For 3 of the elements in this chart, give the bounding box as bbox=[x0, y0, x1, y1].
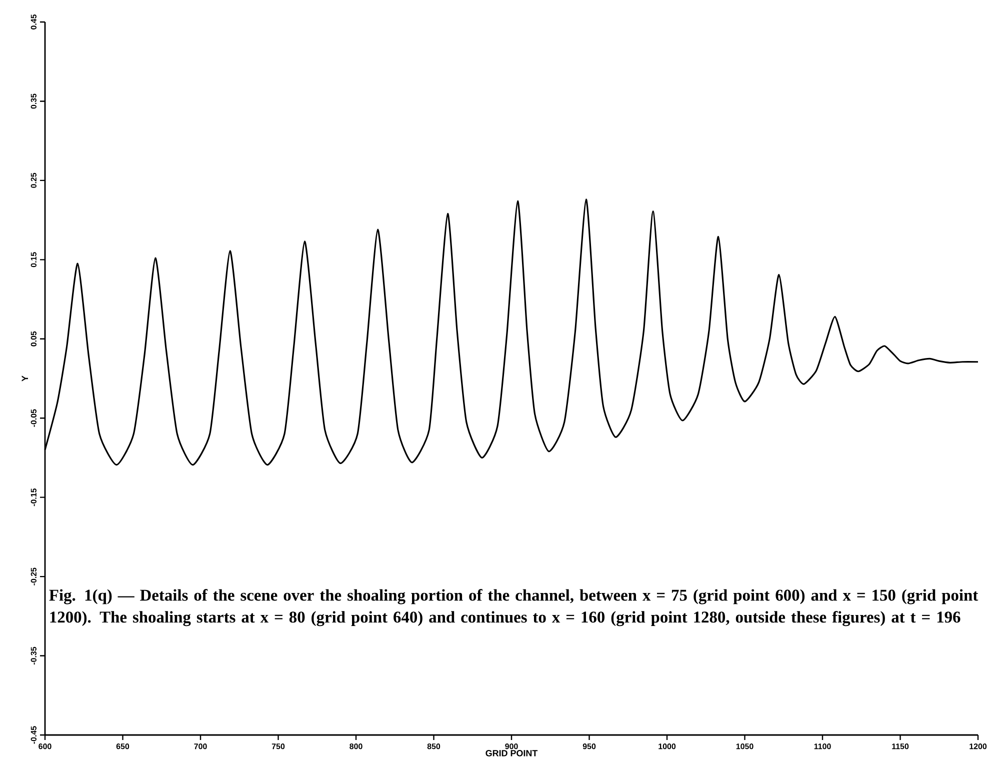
annotation: Fig. 1(q) — Details of the scene over the shoaling portion of the channel, between x = 75 (grid point 600) and x = 150 (grid point 1200). The shoaling starts at x = 80 (grid point 640) and continues to x = 160 (grid point 1280, outside these figures) at t = 196 bbox=[49, 589, 978, 626]
x-axis-title: GRID POINT bbox=[486, 750, 538, 756]
y-axis-title: Y bbox=[22, 376, 28, 382]
